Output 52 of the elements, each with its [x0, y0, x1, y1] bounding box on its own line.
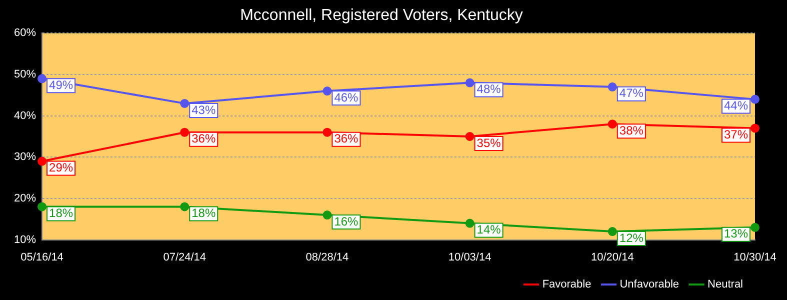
data-label: 14%: [476, 222, 502, 237]
legend-label: Unfavorable: [620, 278, 680, 291]
legend-label: Neutral: [708, 278, 744, 291]
data-label: 47%: [619, 86, 644, 100]
chart-title: Mcconnell, Registered Voters, Kentucky: [240, 7, 523, 24]
point: [465, 78, 474, 88]
point: [180, 128, 190, 137]
x-tick-label: 05/16/14: [20, 251, 64, 264]
y-tick-label: 10%: [14, 234, 36, 246]
data-label: 36%: [192, 132, 216, 146]
x-tick-label: 10/03/14: [448, 251, 492, 264]
legend-label: Favorable: [542, 278, 592, 291]
y-tick-label: 60%: [14, 27, 36, 40]
point: [465, 218, 474, 228]
y-tick-label: 40%: [14, 110, 36, 122]
point: [608, 227, 617, 236]
point: [38, 74, 47, 84]
point: [322, 128, 332, 137]
data-label: 38%: [619, 123, 644, 138]
point: [750, 222, 760, 232]
data-label: 29%: [49, 160, 74, 175]
point: [750, 124, 760, 133]
point: [608, 120, 617, 129]
point: [608, 82, 617, 92]
point: [465, 132, 474, 141]
y-tick-label: 50%: [14, 68, 36, 81]
y-tick-label: 20%: [14, 192, 36, 205]
y-tick-label: 30%: [14, 151, 36, 164]
x-tick-label: 08/28/14: [306, 251, 349, 264]
point: [38, 202, 47, 212]
data-label: 18%: [192, 206, 216, 220]
data-label: 48%: [476, 82, 502, 96]
point: [180, 98, 190, 108]
x-tick-label: 10/20/14: [590, 251, 634, 264]
data-label: 16%: [334, 214, 359, 228]
data-label: 18%: [49, 206, 74, 220]
data-label: 35%: [476, 136, 502, 150]
data-label: 49%: [49, 78, 74, 92]
point: [322, 210, 332, 220]
x-tick-label: 10/30/14: [734, 251, 776, 264]
data-label: 37%: [724, 128, 748, 142]
point: [180, 202, 190, 212]
point: [38, 156, 47, 166]
point: [322, 86, 332, 96]
x-tick-label: 07/24/14: [163, 251, 206, 264]
data-label: 36%: [334, 132, 359, 146]
data-label: 43%: [192, 102, 216, 117]
data-label: 12%: [619, 230, 644, 245]
data-label: 46%: [334, 90, 359, 104]
data-label: 13%: [724, 226, 748, 241]
point: [750, 94, 760, 104]
data-label: 44%: [724, 98, 748, 113]
